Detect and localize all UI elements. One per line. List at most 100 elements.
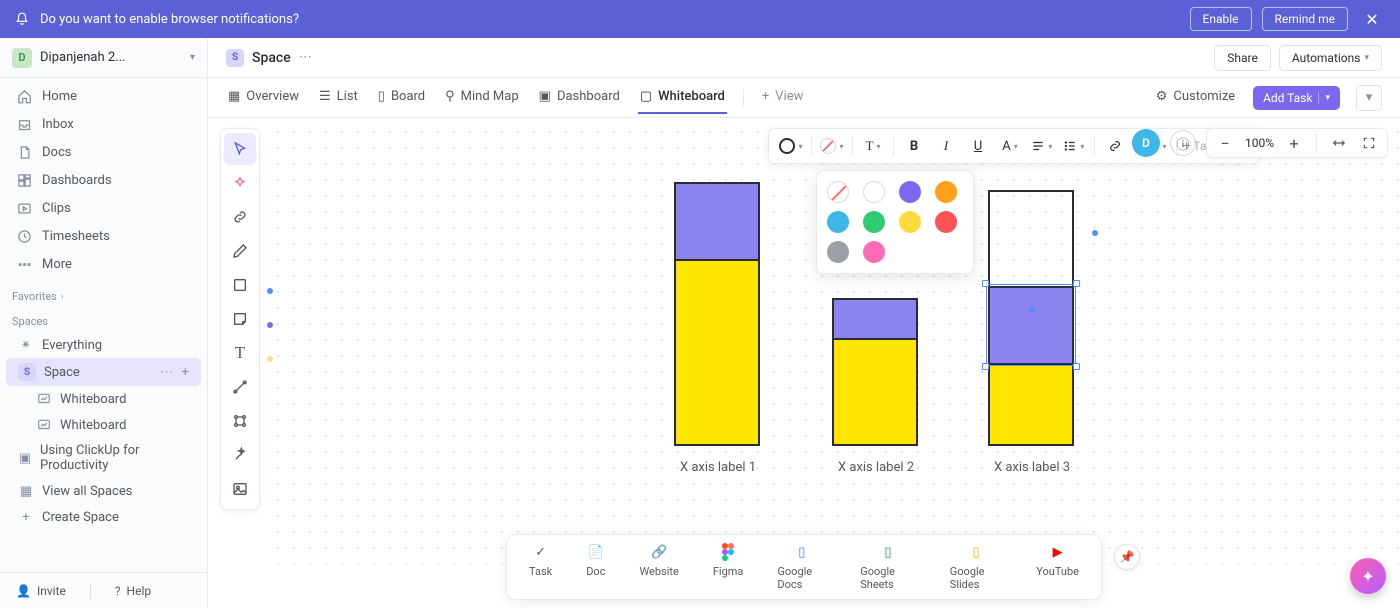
shape-fill[interactable]: ▾ (777, 132, 805, 160)
spaces-header: Spaces (0, 307, 207, 332)
avatar[interactable]: D (1132, 129, 1160, 157)
tab-board[interactable]: ▯Board (376, 81, 427, 114)
text-tool[interactable]: T (224, 337, 256, 369)
color-yellow[interactable] (899, 211, 921, 233)
share-button[interactable]: Share (1214, 45, 1271, 71)
color-pink[interactable] (863, 241, 885, 263)
magic-tool[interactable] (224, 439, 256, 471)
nav-dashboards[interactable]: Dashboards (0, 166, 207, 194)
dock-youtube[interactable]: ▶YouTube (1026, 541, 1089, 593)
zoom-value: 100% (1245, 136, 1274, 150)
zoom-controls: − 100% + (1206, 128, 1388, 158)
sidebar-whiteboard-2[interactable]: Whiteboard (6, 412, 201, 438)
dock-gsheets[interactable]: ▯Google Sheets (850, 541, 926, 593)
zoom-out[interactable]: − (1215, 133, 1235, 153)
bold[interactable]: B (900, 132, 928, 160)
dock-figma[interactable]: Figma (703, 541, 754, 593)
sidebar-whiteboard-1[interactable]: Whiteboard (6, 386, 201, 412)
nav-docs[interactable]: Docs (0, 138, 207, 166)
help-button[interactable]: ?Help (115, 584, 151, 598)
sidebar-create-space[interactable]: +Create Space (6, 504, 201, 530)
whiteboard-canvas[interactable]: T ▾ ▾ T▾ B I U A▾ ▾ ▾ (208, 118, 1400, 608)
nav-home[interactable]: Home (0, 82, 207, 110)
nav-label: Timesheets (42, 229, 110, 244)
color-white[interactable] (863, 181, 885, 203)
sidebar-viewall[interactable]: ▦View all Spaces (6, 478, 201, 504)
sidebar-everything[interactable]: ✴Everything (6, 332, 201, 358)
underline[interactable]: U (964, 132, 992, 160)
close-icon[interactable]: ✕ (1358, 10, 1386, 29)
chevron-down-button[interactable]: ▾ (1356, 85, 1382, 111)
sidebar-space[interactable]: SSpace⋯+ (6, 358, 201, 386)
tab-whiteboard[interactable]: ▢Whiteboard (638, 81, 727, 114)
gear-icon: ⚙ (1156, 89, 1168, 104)
list[interactable]: ▾ (1060, 132, 1088, 160)
tab-overview[interactable]: ▦Overview (226, 81, 301, 114)
fullscreen[interactable] (1359, 133, 1379, 153)
nav-more[interactable]: More (0, 250, 207, 278)
link-button[interactable] (1101, 132, 1129, 160)
customize-button[interactable]: ⚙Customize (1154, 81, 1237, 114)
bar-2[interactable] (832, 298, 918, 446)
more-icon[interactable]: ⋯ (299, 50, 312, 65)
enable-button[interactable]: Enable (1190, 7, 1252, 31)
add-task-button[interactable]: Add Task▾ (1253, 86, 1340, 110)
link-tool[interactable] (224, 201, 256, 233)
pointer-tool[interactable] (224, 133, 256, 165)
fab-button[interactable]: ✦ (1350, 558, 1386, 594)
automations-button[interactable]: Automations▾ (1279, 45, 1382, 71)
text-color[interactable]: A▾ (996, 132, 1024, 160)
plus-icon[interactable]: + (182, 365, 189, 380)
favorites-header[interactable]: Favorites› (0, 282, 207, 307)
tab-add-view[interactable]: +View (760, 81, 806, 114)
workspace-switcher[interactable]: D Dipanjenah 2... ▾ (0, 38, 207, 78)
dock-task[interactable]: ✓Task (519, 541, 562, 593)
connect-dot-right[interactable] (1092, 230, 1098, 236)
image-tool[interactable] (224, 473, 256, 505)
nav-clips[interactable]: Clips (0, 194, 207, 222)
italic[interactable]: I (932, 132, 960, 160)
sidebar-guide[interactable]: ▣Using ClickUp for Productivity (6, 438, 201, 478)
frame-tool[interactable] (224, 405, 256, 437)
tab-mindmap[interactable]: ⚲Mind Map (443, 81, 521, 114)
stroke-color[interactable]: ▾ (818, 132, 846, 160)
font-size[interactable]: T▾ (859, 132, 887, 160)
invite-button[interactable]: 👤Invite (16, 584, 66, 598)
color-green[interactable] (863, 211, 885, 233)
ai-tool[interactable] (224, 167, 256, 199)
clips-icon (16, 200, 32, 216)
chevron-down-icon: ▾ (190, 52, 195, 63)
connector-tool[interactable] (224, 371, 256, 403)
help-icon: ? (115, 584, 121, 598)
color-purple[interactable] (899, 181, 921, 203)
bar-2-label: X axis label 2 (816, 460, 936, 475)
color-gray[interactable] (827, 241, 849, 263)
remind-me-button[interactable]: Remind me (1262, 7, 1348, 31)
pen-tool[interactable] (224, 235, 256, 267)
dashboard-icon: ▣ (539, 89, 551, 104)
color-cyan[interactable] (827, 211, 849, 233)
color-orange[interactable] (935, 181, 957, 203)
dock-website[interactable]: 🔗Website (629, 541, 688, 593)
pin-button[interactable]: 📌 (1114, 544, 1140, 570)
zoom-in[interactable]: + (1284, 133, 1304, 153)
info-button[interactable]: ⓘ (1170, 130, 1196, 156)
connect-dot-center[interactable] (1029, 307, 1035, 313)
dock-doc[interactable]: 📄Doc (576, 541, 615, 593)
tab-dashboard[interactable]: ▣Dashboard (537, 81, 622, 114)
bar-1[interactable] (674, 182, 760, 446)
tab-list[interactable]: ☰List (317, 81, 360, 114)
sticky-tool[interactable] (224, 303, 256, 335)
gsheets-icon: ▯ (879, 543, 897, 561)
color-red[interactable] (935, 211, 957, 233)
dock-gdocs[interactable]: ▯Google Docs (767, 541, 836, 593)
color-none[interactable] (827, 181, 849, 203)
space-badge: S (226, 49, 244, 67)
shape-tool[interactable] (224, 269, 256, 301)
dock-gslides[interactable]: ▯Google Slides (940, 541, 1012, 593)
nav-inbox[interactable]: Inbox (0, 110, 207, 138)
nav-timesheets[interactable]: Timesheets (0, 222, 207, 250)
align[interactable]: ▾ (1028, 132, 1056, 160)
fit-width[interactable] (1329, 133, 1349, 153)
more-icon[interactable]: ⋯ (160, 364, 174, 380)
